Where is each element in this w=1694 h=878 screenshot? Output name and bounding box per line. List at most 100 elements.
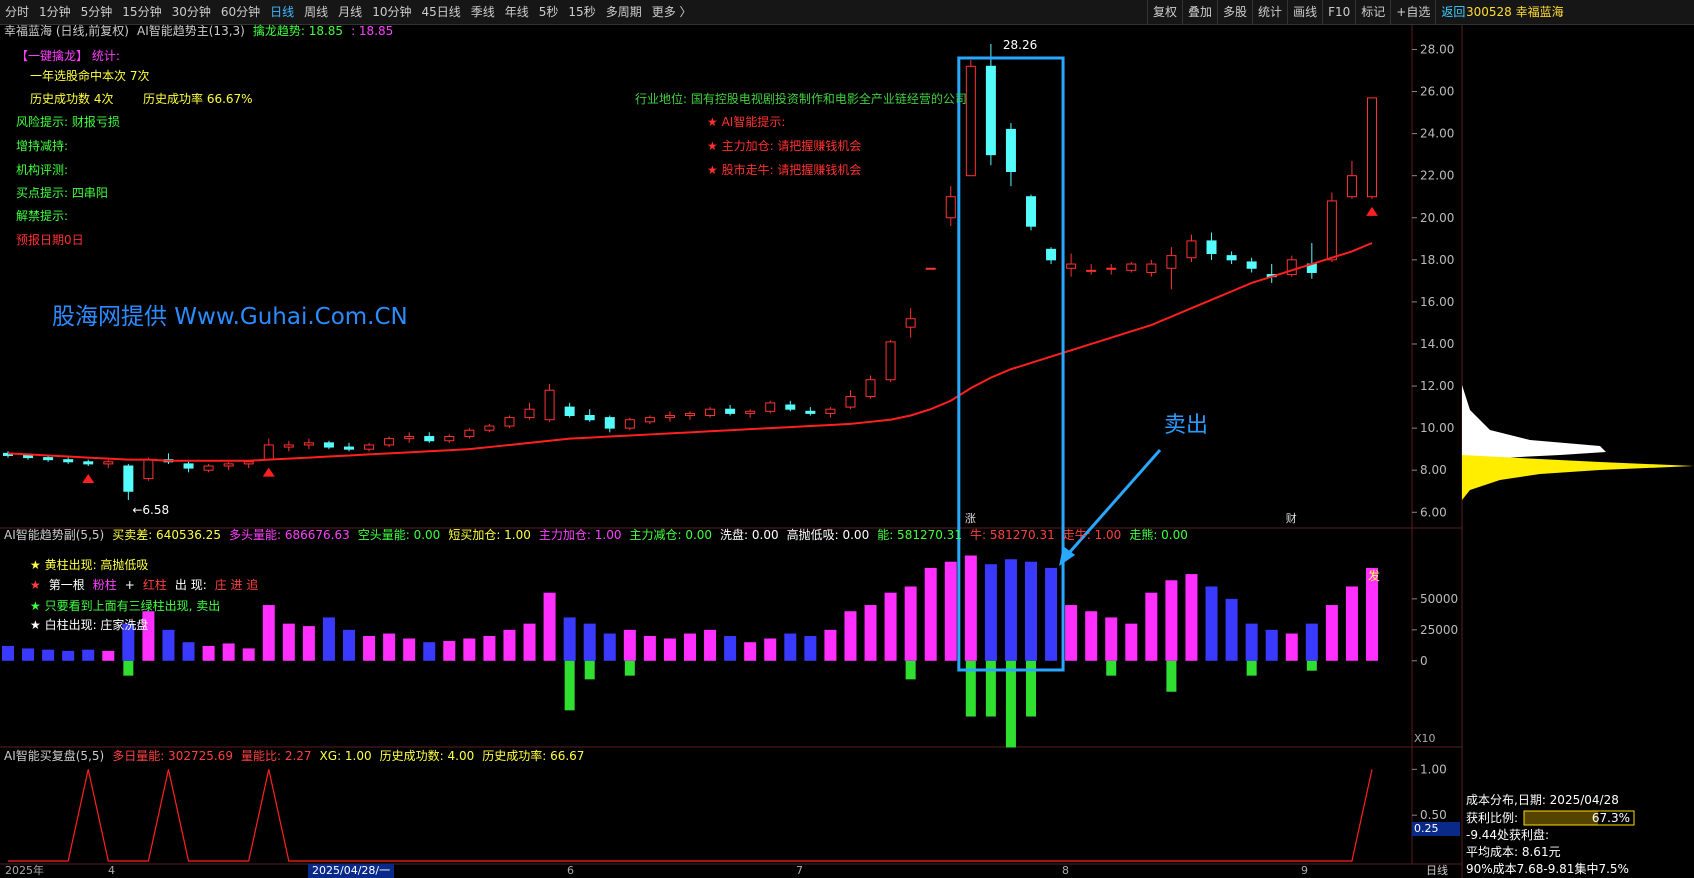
y-tick-label: 6.00 [1420, 505, 1447, 519]
period-tab[interactable]: 15分钟 [122, 5, 162, 19]
sell-arrow [1059, 449, 1162, 563]
period-tab[interactable]: 分时 [5, 5, 30, 19]
y-tick-label: 22.00 [1420, 169, 1454, 183]
tool-button[interactable]: +自选 [1390, 0, 1435, 24]
date-cursor: 2025/04/28/一 [308, 864, 395, 878]
sell-arrow-head [1059, 546, 1076, 566]
inflow-bar [804, 636, 817, 661]
period-label[interactable]: 日线 [1426, 864, 1448, 877]
period-tab[interactable]: 5分钟 [80, 5, 113, 19]
tool-button[interactable]: 统计 [1252, 0, 1287, 24]
period-tab[interactable]: 更多 〉 [651, 5, 692, 19]
candle-body [705, 408, 716, 417]
period-tab[interactable]: 30分钟 [171, 5, 211, 19]
y-tick-label: 18.00 [1420, 253, 1454, 267]
signal-header: AI智能买复盘(5,5) 多日量能: 302725.69 量能比: 2.27 XG: … [4, 748, 592, 764]
candle-body [384, 438, 395, 446]
inflow-bar [82, 649, 95, 661]
note: 风险提示: 财报亏损 [16, 115, 120, 129]
period-tab[interactable]: 月线 [338, 5, 363, 19]
candle-body [685, 412, 695, 417]
text-part: 出 现: [174, 578, 207, 592]
candle-body [544, 389, 555, 421]
inflow-bar [1025, 561, 1037, 661]
date-label: 6 [567, 864, 574, 877]
candle-body [424, 436, 435, 442]
period-tab[interactable]: 季线 [470, 5, 495, 19]
period-tab[interactable]: 5秒 [538, 5, 559, 19]
period-tab[interactable]: 1分钟 [39, 5, 71, 19]
text-part: : 18.85 [351, 24, 394, 38]
legend-line: ★ 第一根 粉柱 + 红柱出 现: 庄 进 追 [30, 577, 266, 593]
tool-button[interactable]: F10 [1322, 0, 1355, 24]
high-label: 28.26 [1003, 38, 1037, 52]
text-part: 粉柱 [92, 578, 117, 592]
text-part: ★ 黄柱出现: 高抛低吸 [30, 558, 149, 572]
period-tab[interactable]: 年线 [504, 5, 529, 19]
note: 解禁提示: [16, 209, 69, 223]
inflow-bar [603, 633, 616, 661]
candle-body [524, 408, 535, 419]
inflow-bar [583, 623, 596, 661]
candle-body [825, 408, 836, 414]
period-tab[interactable]: 60分钟 [220, 5, 261, 19]
date-label: 2025年 [5, 864, 44, 877]
period-tab[interactable]: 10分钟 [372, 5, 412, 19]
inflow-bar [1345, 586, 1358, 661]
text-part: 高抛低吸: 0.00 [786, 528, 870, 542]
candle-body [865, 379, 876, 398]
candle-body [805, 410, 816, 414]
tool-button[interactable]: 标记 [1355, 0, 1390, 24]
tool-button[interactable]: 画线 [1287, 0, 1322, 24]
candle-body [1005, 128, 1016, 172]
watermark: 股海网提供 Www.Guhai.Com.CN [52, 304, 408, 330]
note: 增持减持: [16, 139, 69, 153]
note: 历史成功数 4次 [30, 92, 114, 106]
tool-button[interactable]: 多股 [1217, 0, 1252, 24]
candle-body [885, 341, 896, 381]
candle-body [905, 318, 916, 328]
text-part: 多日量能: 302725.69 [112, 749, 233, 763]
text-part: 历史成功数: 4.00 [379, 749, 475, 763]
y-tick-label: 8.00 [1420, 463, 1447, 477]
text-part: 主力减仓: 0.00 [629, 528, 713, 542]
tool-button[interactable]: 叠加 [1182, 0, 1217, 24]
signal-triangle [1366, 206, 1378, 216]
period-tab[interactable]: 45日线 [421, 5, 461, 19]
inflow-bar [242, 648, 255, 661]
inflow-bar [684, 633, 696, 661]
text-part: 红柱 [142, 578, 167, 592]
text-part: 能: 581270.31 [877, 528, 962, 542]
inflow-bar [964, 555, 977, 661]
cost-line: 90%成本7.68-9.81集中7.5% [1466, 862, 1629, 876]
period-tab[interactable]: 多周期 [605, 5, 642, 19]
candle-body [223, 463, 234, 467]
main-header: 幸福蓝海 (日线,前复权) AI智能趋势主(13,3) 擒龙趋势: 18.85: 1… [4, 23, 401, 39]
y-tick-label: 10.00 [1420, 421, 1454, 435]
candle-body [1326, 200, 1337, 261]
legend-line: ★ 白柱出现: 庄家洗盘 [30, 617, 156, 633]
inflow-bar [1004, 559, 1017, 661]
outflow-bar [584, 660, 595, 680]
period-tab[interactable]: 15秒 [568, 5, 596, 19]
y-tick-label: 14.00 [1420, 337, 1454, 351]
inflow-bar [1145, 592, 1158, 661]
candle-body [624, 419, 635, 429]
profit-box [1523, 810, 1635, 826]
text-part: 擒龙趋势: 18.85 [252, 24, 344, 38]
industry: 行业地位: 国有控股电视剧投资制作和电影全产业链经营的公司 [635, 92, 967, 106]
tool-button[interactable]: 复权 [1147, 0, 1182, 24]
inflow-bar [343, 629, 355, 661]
ma-line [7, 242, 1373, 462]
note-tag: 【一键擒龙】 [16, 49, 89, 63]
y-tick-label: 50000 [1420, 592, 1458, 606]
period-tab[interactable]: 日线 [270, 5, 295, 19]
inflow-bar [704, 629, 717, 661]
text-part: AI智能趋势主(13,3) [137, 24, 245, 38]
inflow-bar [1085, 611, 1098, 661]
period-tab[interactable]: 周线 [304, 5, 329, 19]
candle-body [1166, 255, 1177, 269]
legend-line: ★ 黄柱出现: 高抛低吸 [30, 557, 156, 573]
inflow-bar [984, 564, 997, 661]
tool-button[interactable]: 返回 [1435, 0, 1470, 24]
